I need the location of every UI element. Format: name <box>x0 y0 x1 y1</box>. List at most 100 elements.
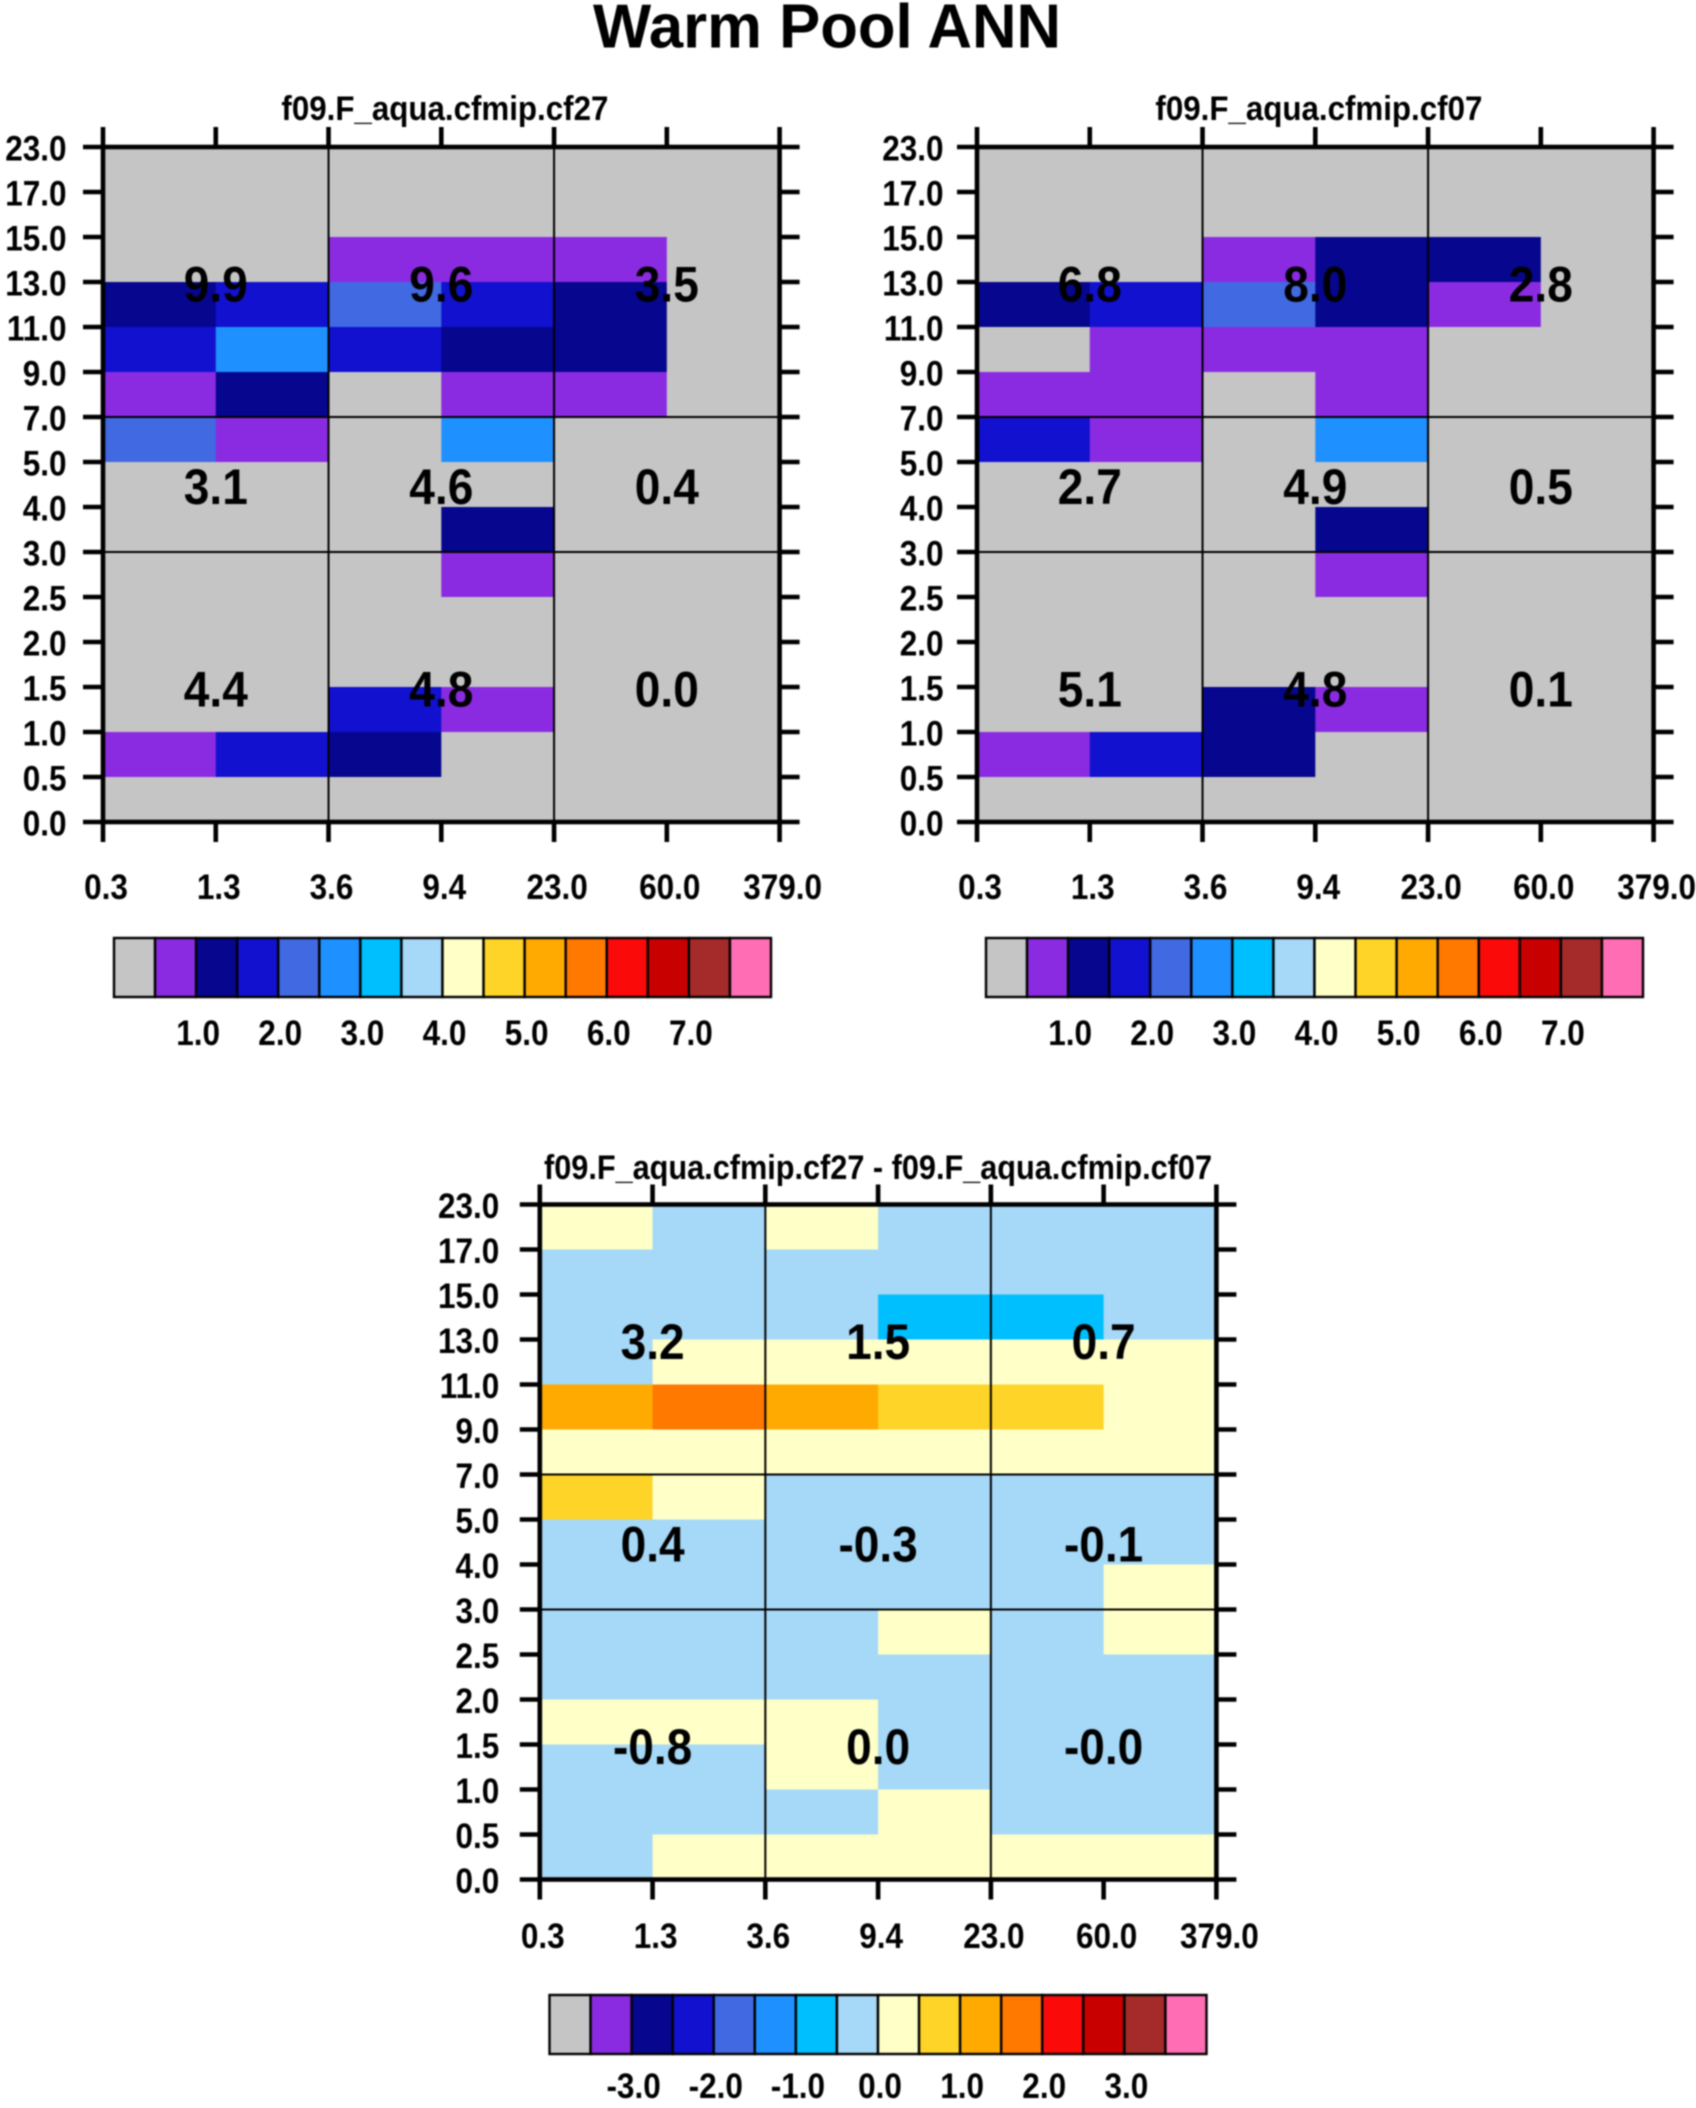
svg-text:0.3: 0.3 <box>958 868 1002 907</box>
svg-text:1.5: 1.5 <box>846 1314 910 1370</box>
svg-text:1.3: 1.3 <box>1071 868 1115 907</box>
svg-text:2.5: 2.5 <box>900 580 944 619</box>
svg-text:3.0: 3.0 <box>23 535 67 574</box>
svg-text:379.0: 379.0 <box>743 868 822 907</box>
svg-text:5.0: 5.0 <box>900 445 944 484</box>
svg-text:0.5: 0.5 <box>456 1817 500 1856</box>
svg-text:23.0: 23.0 <box>1400 868 1461 907</box>
svg-text:23.0: 23.0 <box>526 868 587 907</box>
svg-text:13.0: 13.0 <box>882 265 943 304</box>
svg-text:f09.F_aqua.cfmip.cf27 - f09.F_: f09.F_aqua.cfmip.cf27 - f09.F_aqua.cfmip… <box>544 1149 1212 1187</box>
svg-text:0.4: 0.4 <box>635 459 699 515</box>
svg-text:2.0: 2.0 <box>23 625 67 664</box>
svg-text:0.4: 0.4 <box>621 1517 685 1573</box>
svg-text:11.0: 11.0 <box>7 310 67 349</box>
svg-text:1.3: 1.3 <box>634 1917 678 1956</box>
svg-text:-0.3: -0.3 <box>838 1517 917 1573</box>
svg-text:f09.F_aqua.cfmip.cf07: f09.F_aqua.cfmip.cf07 <box>1155 90 1482 128</box>
svg-text:11.0: 11.0 <box>884 310 944 349</box>
svg-text:2.0: 2.0 <box>258 1014 302 1053</box>
svg-text:17.0: 17.0 <box>882 175 943 214</box>
svg-text:9.0: 9.0 <box>900 355 944 394</box>
svg-text:0.0: 0.0 <box>900 805 944 844</box>
svg-text:7.0: 7.0 <box>456 1457 500 1496</box>
svg-text:23.0: 23.0 <box>5 130 66 169</box>
svg-text:-0.1: -0.1 <box>1064 1517 1143 1573</box>
svg-text:0.5: 0.5 <box>900 760 944 799</box>
svg-text:9.0: 9.0 <box>23 355 67 394</box>
svg-text:3.0: 3.0 <box>1105 2067 1149 2103</box>
svg-text:0.0: 0.0 <box>858 2067 902 2103</box>
svg-text:1.0: 1.0 <box>176 1014 220 1053</box>
svg-text:9.4: 9.4 <box>859 1917 903 1956</box>
svg-text:23.0: 23.0 <box>882 130 943 169</box>
svg-text:4.6: 4.6 <box>409 459 473 515</box>
svg-text:4.0: 4.0 <box>456 1547 500 1586</box>
svg-text:0.0: 0.0 <box>635 662 699 718</box>
svg-text:60.0: 60.0 <box>639 868 700 907</box>
svg-text:7.0: 7.0 <box>23 400 67 439</box>
svg-text:2.0: 2.0 <box>456 1682 500 1721</box>
svg-text:5.0: 5.0 <box>456 1502 500 1541</box>
svg-text:f09.F_aqua.cfmip.cf27: f09.F_aqua.cfmip.cf27 <box>281 90 608 128</box>
svg-text:0.0: 0.0 <box>846 1719 910 1775</box>
svg-text:2.0: 2.0 <box>900 625 944 664</box>
svg-text:5.0: 5.0 <box>1377 1014 1421 1053</box>
svg-text:7.0: 7.0 <box>900 400 944 439</box>
svg-text:-1.0: -1.0 <box>771 2067 825 2103</box>
svg-text:3.6: 3.6 <box>1184 868 1228 907</box>
svg-text:15.0: 15.0 <box>438 1277 499 1316</box>
svg-text:60.0: 60.0 <box>1076 1917 1137 1956</box>
svg-text:0.0: 0.0 <box>456 1862 500 1901</box>
svg-text:0.0: 0.0 <box>23 805 67 844</box>
svg-text:-0.8: -0.8 <box>613 1719 692 1775</box>
svg-text:1.5: 1.5 <box>456 1727 500 1766</box>
svg-text:3.0: 3.0 <box>1213 1014 1257 1053</box>
svg-text:2.8: 2.8 <box>1509 257 1573 313</box>
svg-text:1.0: 1.0 <box>940 2067 984 2103</box>
svg-text:7.0: 7.0 <box>669 1014 713 1053</box>
svg-text:3.0: 3.0 <box>900 535 944 574</box>
svg-text:3.2: 3.2 <box>621 1314 685 1370</box>
svg-text:0.1: 0.1 <box>1509 662 1573 718</box>
svg-text:9.4: 9.4 <box>1296 868 1340 907</box>
svg-text:6.8: 6.8 <box>1058 257 1122 313</box>
svg-text:3.6: 3.6 <box>746 1917 790 1956</box>
svg-text:1.0: 1.0 <box>900 715 944 754</box>
svg-text:1.0: 1.0 <box>1048 1014 1092 1053</box>
svg-text:4.0: 4.0 <box>423 1014 467 1053</box>
svg-text:5.1: 5.1 <box>1058 662 1122 718</box>
svg-text:1.0: 1.0 <box>23 715 67 754</box>
svg-text:4.0: 4.0 <box>23 490 67 529</box>
svg-text:3.1: 3.1 <box>184 459 248 515</box>
svg-text:3.0: 3.0 <box>456 1592 500 1631</box>
svg-text:1.5: 1.5 <box>23 670 67 709</box>
svg-text:1.0: 1.0 <box>456 1772 500 1811</box>
svg-text:-2.0: -2.0 <box>689 2067 743 2103</box>
svg-text:23.0: 23.0 <box>438 1187 499 1226</box>
svg-text:4.9: 4.9 <box>1283 459 1347 515</box>
svg-text:3.0: 3.0 <box>341 1014 385 1053</box>
svg-text:1.3: 1.3 <box>197 868 241 907</box>
svg-text:9.0: 9.0 <box>456 1412 500 1451</box>
svg-text:9.6: 9.6 <box>409 257 473 313</box>
svg-text:8.0: 8.0 <box>1283 257 1347 313</box>
svg-text:3.5: 3.5 <box>635 257 699 313</box>
svg-text:4.8: 4.8 <box>1283 662 1347 718</box>
svg-text:0.5: 0.5 <box>23 760 67 799</box>
svg-text:6.0: 6.0 <box>1459 1014 1503 1053</box>
svg-text:11.0: 11.0 <box>440 1367 500 1406</box>
svg-text:17.0: 17.0 <box>5 175 66 214</box>
svg-text:Warm Pool ANN: Warm Pool ANN <box>593 0 1061 62</box>
svg-text:9.9: 9.9 <box>184 257 248 313</box>
svg-text:13.0: 13.0 <box>5 265 66 304</box>
svg-text:15.0: 15.0 <box>882 220 943 259</box>
svg-text:0.3: 0.3 <box>521 1917 565 1956</box>
svg-text:0.7: 0.7 <box>1072 1314 1136 1370</box>
svg-text:2.7: 2.7 <box>1058 459 1122 515</box>
svg-text:2.5: 2.5 <box>23 580 67 619</box>
svg-text:17.0: 17.0 <box>438 1232 499 1271</box>
svg-text:9.4: 9.4 <box>422 868 466 907</box>
svg-text:5.0: 5.0 <box>23 445 67 484</box>
svg-text:23.0: 23.0 <box>963 1917 1024 1956</box>
